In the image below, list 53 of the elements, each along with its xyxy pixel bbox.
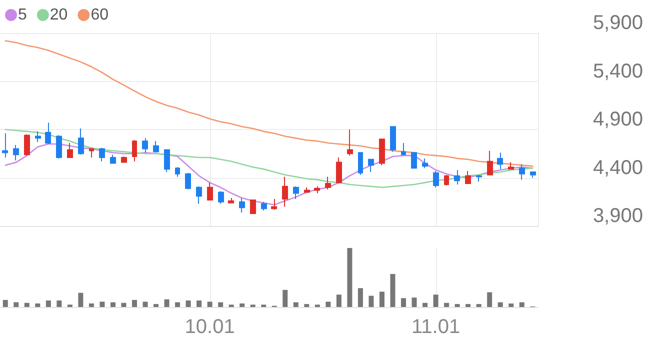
bar [293,302,298,307]
x-tick-label: 11.01 [411,316,460,337]
bar [401,298,406,307]
legend-label: 60 [90,6,109,24]
bar [336,294,342,307]
bar [164,299,170,307]
legend-label: 20 [50,6,68,24]
bar [379,292,384,307]
bar [454,304,460,307]
bar [35,303,40,307]
bar [444,302,450,307]
bar [358,288,363,307]
bar [487,292,492,307]
bar [347,248,352,307]
bar [186,300,191,307]
bar [24,302,30,307]
y-tick-label: 5,900 [592,12,643,34]
bar [433,294,438,307]
bar [282,290,288,307]
bar [304,304,310,307]
bar [240,303,245,307]
x-tick-label: 10.01 [184,316,235,337]
bar [2,300,8,307]
bar [46,300,51,307]
bar [110,302,116,307]
bar [175,302,180,307]
bar [412,298,417,307]
bar [498,302,503,307]
bar [368,296,374,307]
bar [142,302,148,307]
bar [422,302,428,307]
bar [154,304,159,307]
bar [466,304,471,307]
y-tick-label: 3,900 [592,205,643,227]
y-tick-label: 4,900 [592,108,643,130]
bar [519,302,524,307]
y-tick-label: 4,400 [592,156,643,179]
bar [196,300,202,307]
bar [508,303,514,307]
bar [207,302,212,307]
bar [390,274,396,307]
bar [132,300,137,307]
bar [121,302,126,307]
bar [56,300,62,307]
bar [218,302,224,307]
bar [78,292,84,307]
bar [88,303,94,307]
legend-label: 5 [18,6,27,24]
bar [100,302,105,307]
bar [476,304,482,307]
bar [326,302,331,307]
y-tick-label: 5,400 [592,60,643,82]
bar [14,302,19,307]
